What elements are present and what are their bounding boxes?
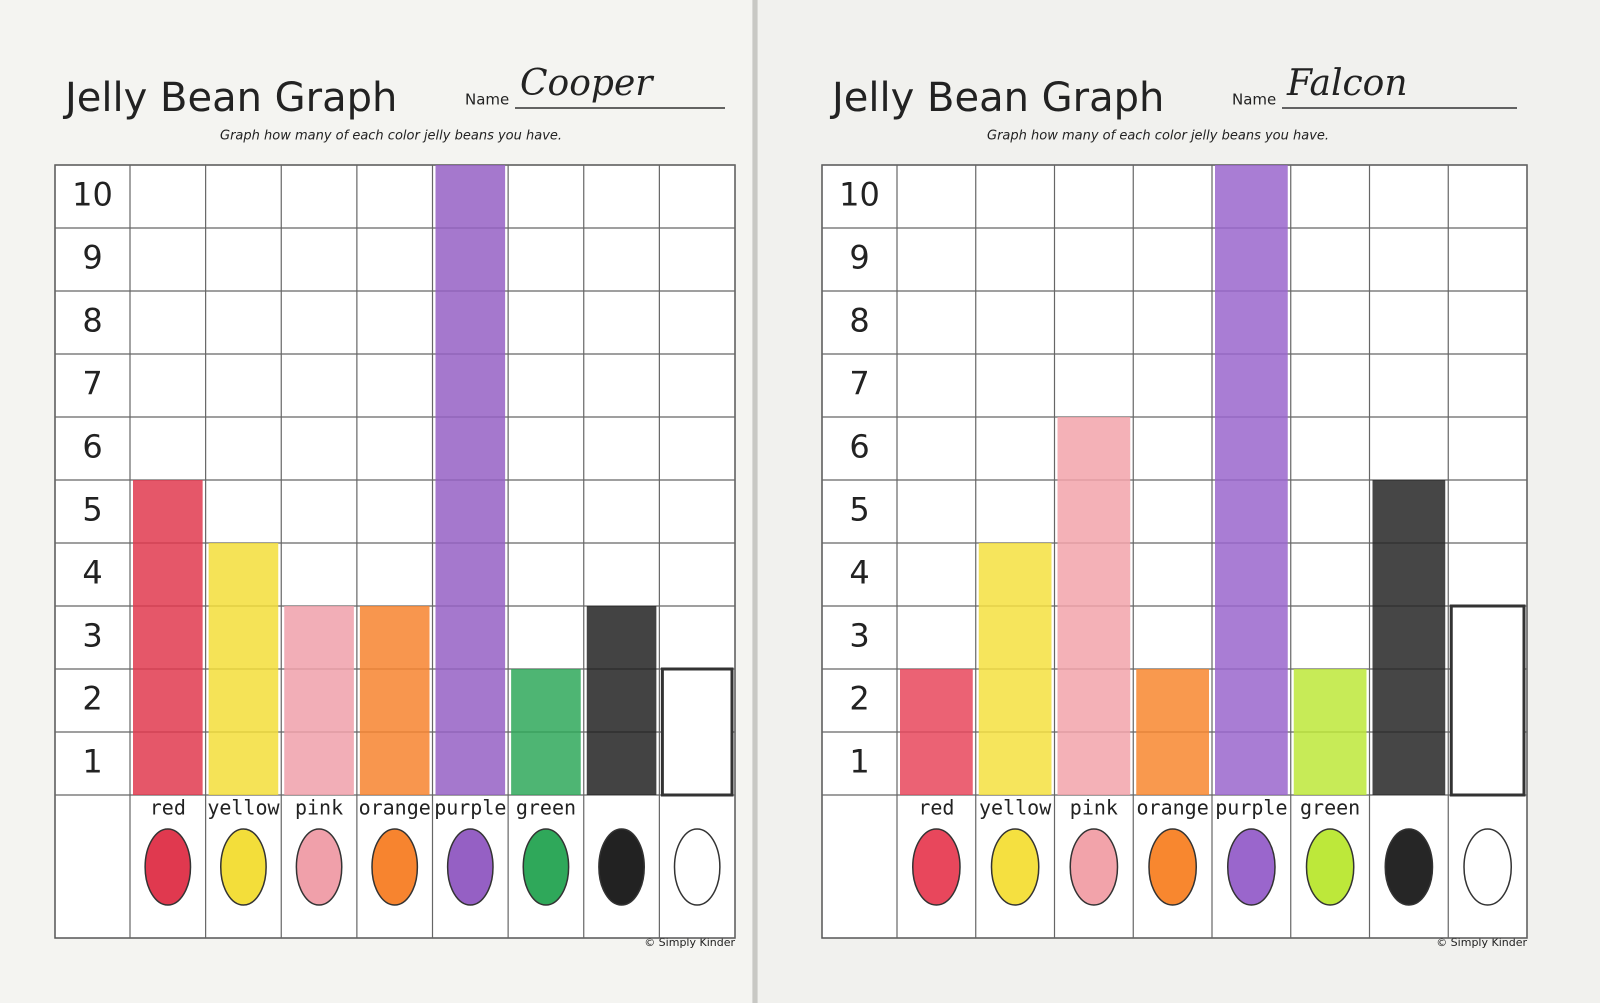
y-tick-label: 8 bbox=[82, 302, 102, 340]
y-tick-label: 5 bbox=[82, 491, 102, 529]
x-tick-label: red bbox=[150, 796, 186, 820]
y-tick-label: 9 bbox=[82, 239, 102, 277]
bar bbox=[660, 667, 734, 797]
bar bbox=[133, 480, 203, 795]
bar bbox=[1293, 669, 1367, 795]
title: Jelly Bean Graph bbox=[829, 75, 1164, 121]
bean bbox=[598, 828, 645, 906]
bean bbox=[1227, 828, 1276, 906]
y-tick-label: 3 bbox=[849, 617, 869, 655]
x-tick-label: green bbox=[1300, 796, 1360, 820]
bar bbox=[978, 543, 1052, 795]
bar bbox=[586, 606, 657, 795]
bean bbox=[912, 828, 961, 906]
y-tick-label: 4 bbox=[849, 554, 869, 592]
name-label: Name bbox=[1232, 91, 1276, 109]
subtitle: Graph how many of each color jelly beans… bbox=[220, 129, 562, 144]
y-tick-label: 3 bbox=[82, 617, 102, 655]
bar bbox=[208, 543, 279, 795]
y-tick-label: 7 bbox=[849, 365, 869, 403]
y-tick-label: 10 bbox=[839, 176, 880, 214]
bar bbox=[1449, 604, 1526, 797]
credit: © Simply Kinder bbox=[1436, 936, 1527, 949]
bar bbox=[511, 669, 581, 795]
credit: © Simply Kinder bbox=[644, 936, 735, 949]
subtitle: Graph how many of each color jelly beans… bbox=[987, 129, 1329, 144]
y-tick-label: 6 bbox=[82, 428, 102, 466]
y-tick-label: 7 bbox=[82, 365, 102, 403]
name-label: Name bbox=[465, 91, 509, 109]
student-name: Falcon bbox=[1286, 63, 1408, 104]
bean bbox=[446, 828, 494, 906]
bar bbox=[284, 606, 354, 795]
bean bbox=[144, 828, 192, 906]
y-tick-label: 6 bbox=[849, 428, 869, 466]
bean bbox=[1384, 828, 1434, 906]
bean bbox=[220, 828, 267, 906]
x-tick-label: yellow bbox=[207, 796, 280, 820]
y-tick-label: 8 bbox=[849, 302, 869, 340]
bar bbox=[1215, 165, 1288, 795]
bar bbox=[1057, 417, 1131, 795]
bean bbox=[1069, 828, 1119, 906]
bean bbox=[371, 828, 419, 906]
student-name: Cooper bbox=[520, 63, 654, 104]
y-tick-label: 4 bbox=[82, 554, 102, 592]
bar bbox=[1136, 669, 1209, 795]
title: Jelly Bean Graph bbox=[62, 75, 397, 121]
y-tick-label: 2 bbox=[82, 680, 102, 718]
bar bbox=[435, 165, 506, 795]
y-tick-label: 10 bbox=[72, 176, 113, 214]
bean bbox=[990, 828, 1040, 906]
y-tick-label: 1 bbox=[82, 743, 102, 781]
y-tick-label: 9 bbox=[849, 239, 869, 277]
bean bbox=[295, 828, 343, 906]
x-tick-label: pink bbox=[1070, 796, 1118, 820]
x-tick-label: green bbox=[516, 796, 576, 820]
y-tick-label: 5 bbox=[849, 491, 869, 529]
bean bbox=[1148, 828, 1197, 906]
x-tick-label: orange bbox=[359, 796, 431, 820]
bar bbox=[900, 669, 973, 795]
y-tick-label: 1 bbox=[849, 743, 869, 781]
y-tick-label: 2 bbox=[849, 680, 869, 718]
bar bbox=[359, 606, 430, 795]
bean bbox=[1305, 828, 1355, 906]
x-tick-label: orange bbox=[1137, 796, 1209, 820]
bean bbox=[673, 828, 721, 906]
x-tick-label: pink bbox=[295, 796, 343, 820]
bean bbox=[1463, 828, 1512, 906]
x-tick-label: purple bbox=[434, 796, 506, 820]
x-tick-label: red bbox=[918, 796, 954, 820]
bar bbox=[1372, 480, 1446, 795]
x-tick-label: yellow bbox=[979, 796, 1052, 820]
x-tick-label: purple bbox=[1215, 796, 1287, 820]
bean bbox=[522, 828, 570, 906]
